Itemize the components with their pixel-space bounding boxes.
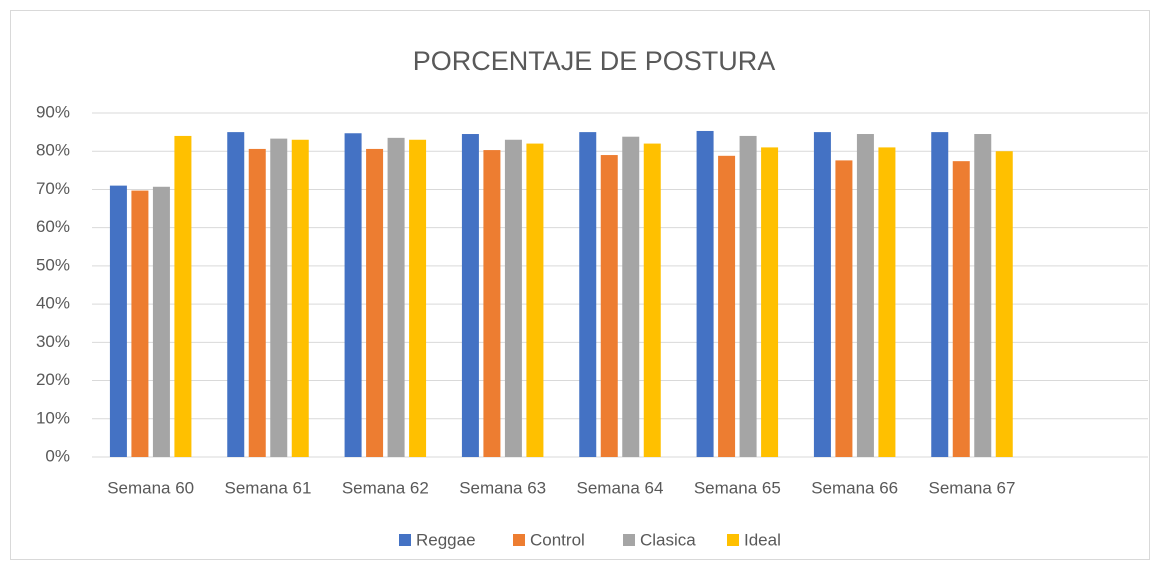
bar xyxy=(366,148,384,457)
y-tick-label: 0% xyxy=(45,446,70,465)
legend-label: Control xyxy=(530,530,585,549)
legend-swatch xyxy=(513,534,525,546)
y-tick-label: 80% xyxy=(36,141,70,160)
x-tick-label: Semana 65 xyxy=(694,478,781,497)
bar xyxy=(931,132,949,457)
bar xyxy=(622,136,640,457)
x-tick-label: Semana 62 xyxy=(342,478,429,497)
bar xyxy=(131,190,149,457)
bar xyxy=(109,185,127,457)
legend-label: Reggae xyxy=(416,530,476,549)
bar xyxy=(387,137,405,457)
bar xyxy=(227,132,245,457)
bar xyxy=(718,155,736,457)
bar xyxy=(761,147,779,457)
x-tick-label: Semana 67 xyxy=(929,478,1016,497)
bar xyxy=(813,132,831,457)
y-tick-label: 10% xyxy=(36,408,70,427)
bar xyxy=(579,132,597,457)
legend-swatch xyxy=(727,534,739,546)
bar xyxy=(174,135,192,457)
bar xyxy=(995,151,1013,457)
y-tick-label: 90% xyxy=(36,102,70,121)
bar xyxy=(409,139,427,457)
bar xyxy=(504,139,522,457)
bar xyxy=(526,143,544,458)
x-tick-label: Semana 60 xyxy=(107,478,194,497)
bar xyxy=(344,133,362,457)
bar xyxy=(152,186,170,457)
bar xyxy=(600,155,618,458)
bar xyxy=(461,134,479,457)
bar xyxy=(739,135,757,457)
x-tick-label: Semana 61 xyxy=(225,478,312,497)
y-tick-label: 60% xyxy=(36,217,70,236)
y-tick-label: 40% xyxy=(36,294,70,313)
legend-label: Ideal xyxy=(744,530,781,549)
chart-title: PORCENTAJE DE POSTURA xyxy=(413,46,776,76)
bar xyxy=(291,139,309,457)
x-tick-label: Semana 66 xyxy=(811,478,898,497)
bar xyxy=(952,161,970,457)
bar xyxy=(483,150,501,457)
x-tick-label: Semana 63 xyxy=(459,478,546,497)
bar xyxy=(270,138,288,457)
bar xyxy=(856,134,874,457)
x-tick-label: Semana 64 xyxy=(577,478,664,497)
legend-label: Clasica xyxy=(640,530,696,549)
bar xyxy=(878,147,896,457)
y-tick-label: 50% xyxy=(36,255,70,274)
legend-swatch xyxy=(623,534,635,546)
y-tick-label: 70% xyxy=(36,179,70,198)
bar xyxy=(643,143,661,458)
bar xyxy=(974,134,992,457)
bar xyxy=(835,160,853,457)
y-tick-label: 30% xyxy=(36,332,70,351)
bar xyxy=(248,148,266,457)
y-tick-label: 20% xyxy=(36,370,70,389)
legend-swatch xyxy=(399,534,411,546)
bar xyxy=(696,130,714,457)
